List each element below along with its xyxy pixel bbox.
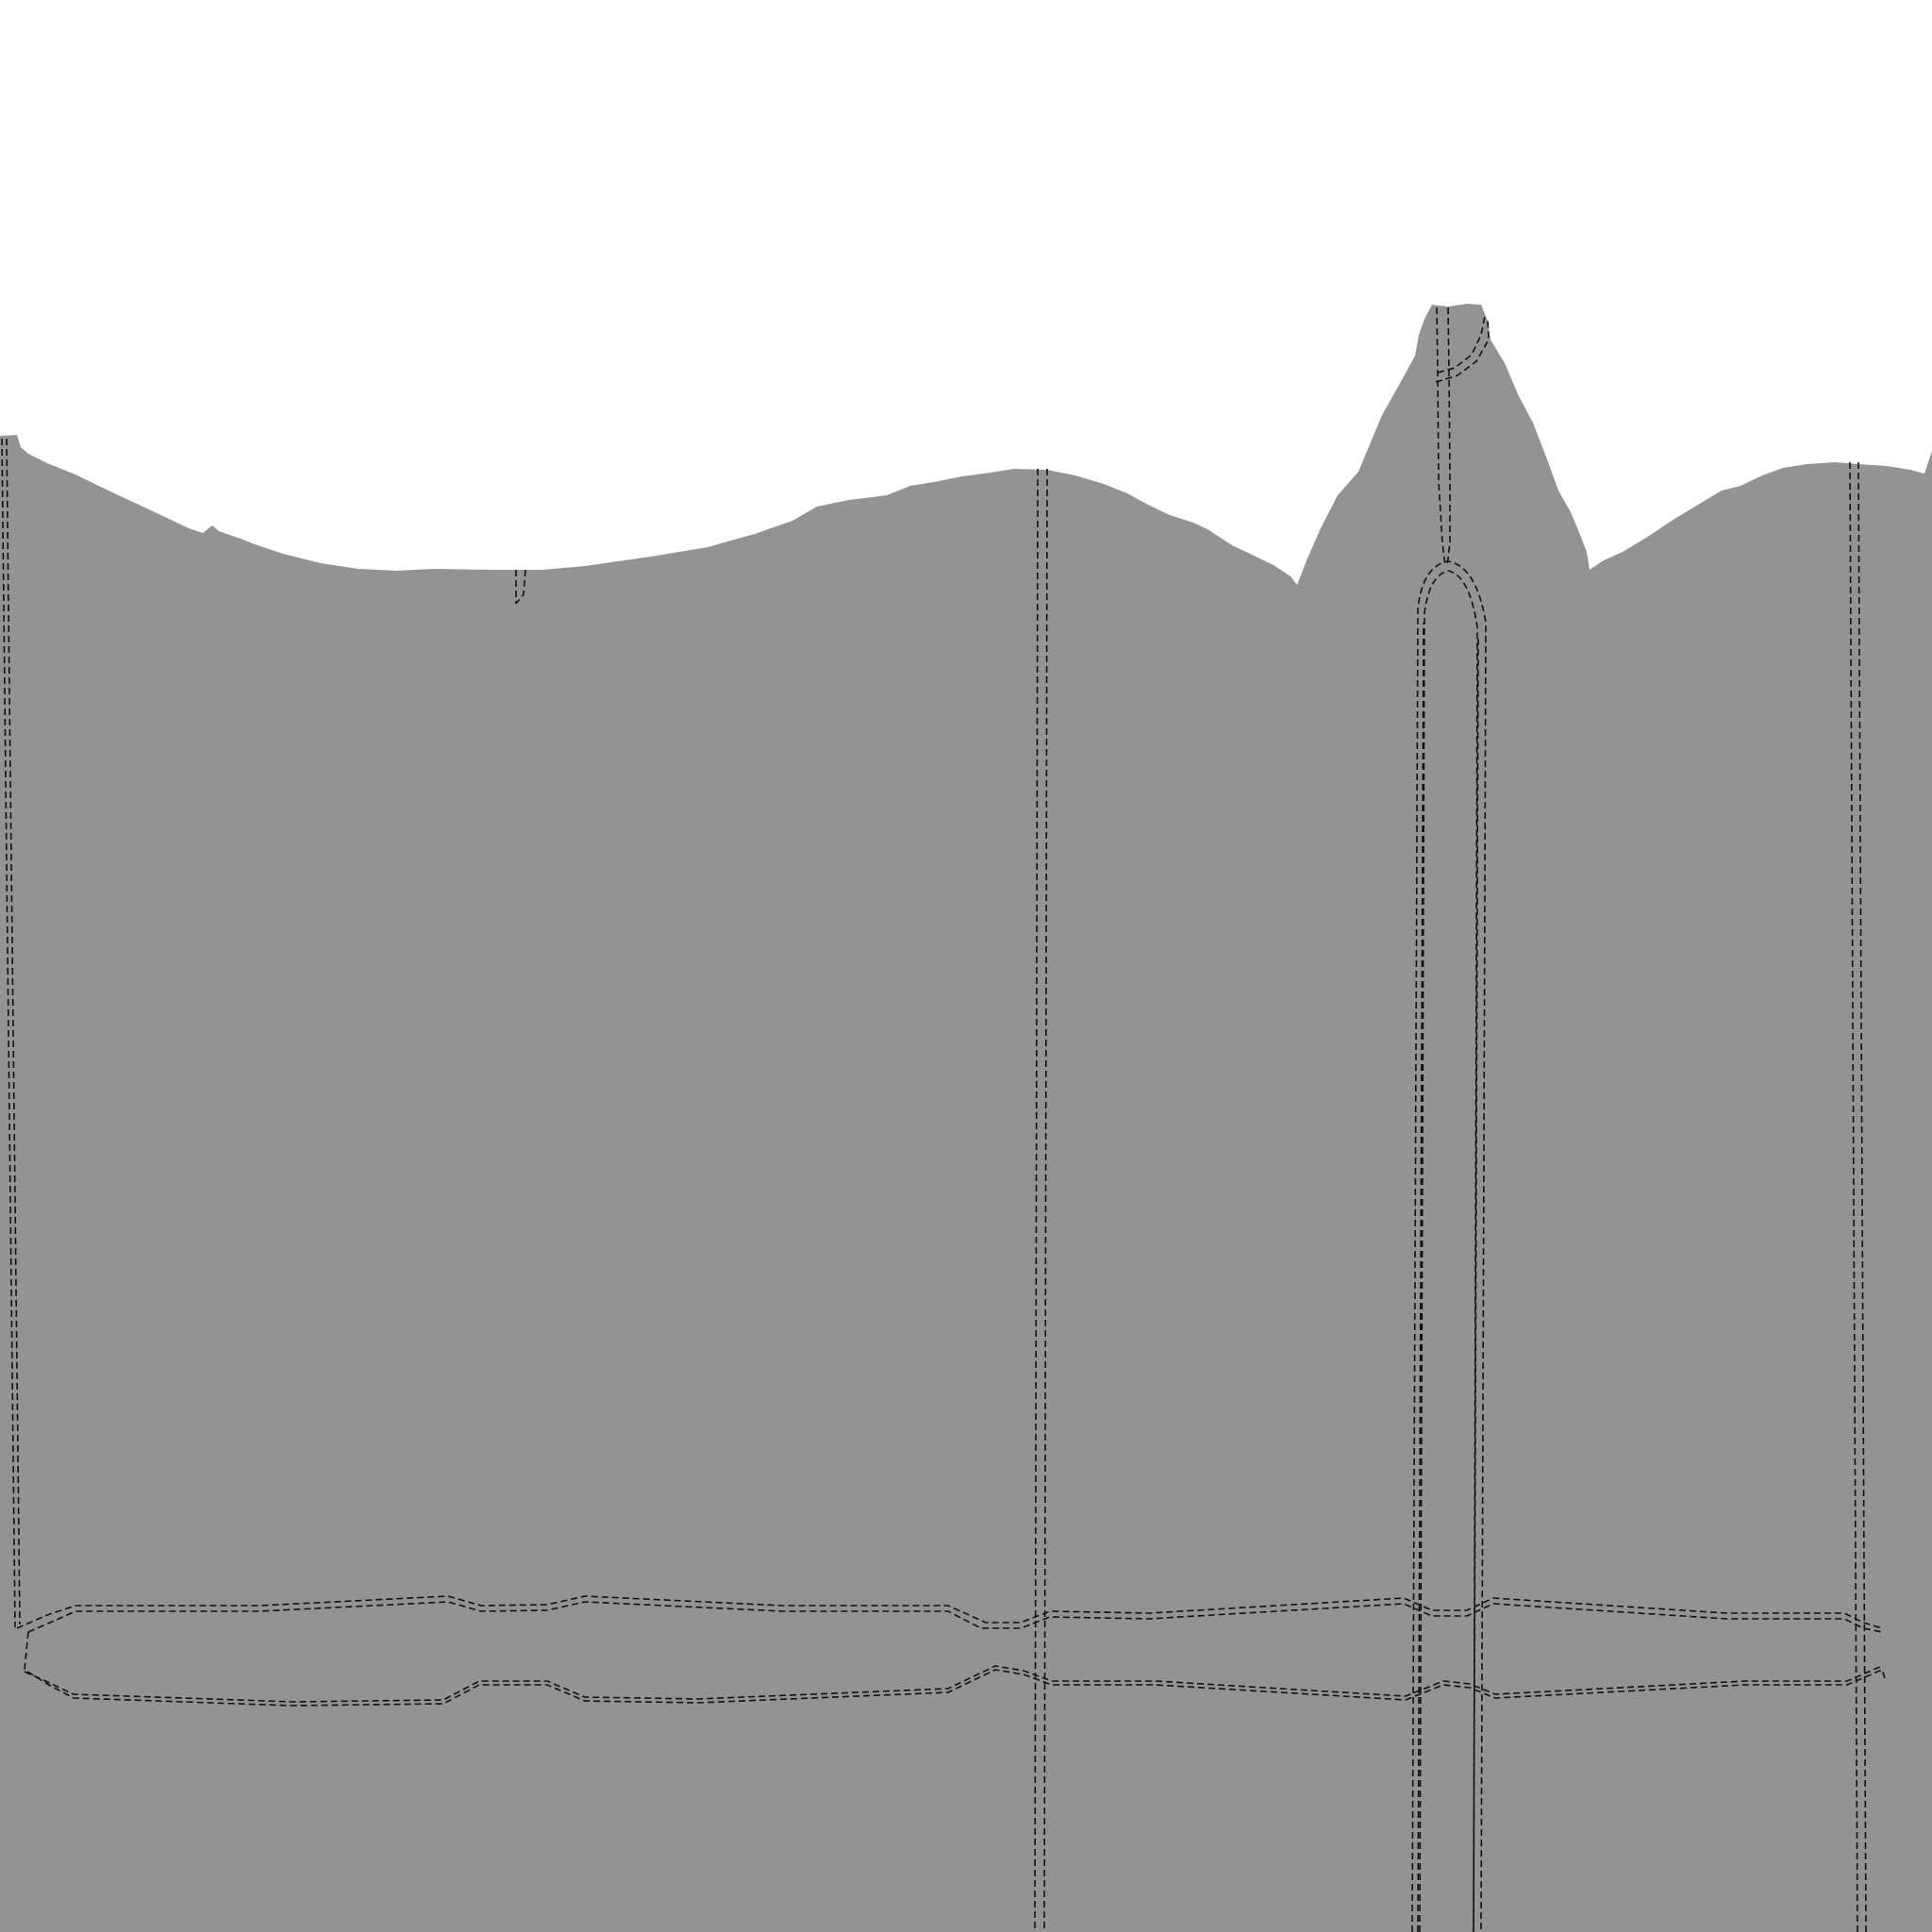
peak-hook-line: [1435, 318, 1490, 383]
loop-track-middle-a: [1417, 622, 1424, 1932]
vertical-line-1-inner: [1043, 468, 1048, 1932]
vertical-line-3-inner: [1857, 461, 1867, 1932]
loop-track-outer: [1411, 560, 1487, 1932]
peak-trail-line: [1436, 307, 1446, 567]
vertical-line-3: [1849, 461, 1858, 1932]
trail-lines: [1, 307, 1887, 1932]
left-boundary-line: [1, 438, 16, 1628]
loop-track-middle-b: [1473, 636, 1479, 1932]
band-lower-line-inner: [24, 1665, 1883, 1703]
band-lower-line: [24, 1631, 1887, 1707]
vertical-line-1: [1034, 468, 1039, 1932]
peak-hook-line-inner: [1437, 315, 1486, 374]
band-upper-line-inner: [27, 1601, 1883, 1633]
short-spur-line: [515, 569, 526, 605]
band-upper-line: [16, 1595, 1883, 1629]
left-boundary-line-inner: [6, 438, 21, 1625]
peak-trail-line-inner: [1446, 307, 1451, 567]
loop-track-inner: [1419, 570, 1478, 1932]
terrain-silhouette: [0, 304, 1932, 1932]
